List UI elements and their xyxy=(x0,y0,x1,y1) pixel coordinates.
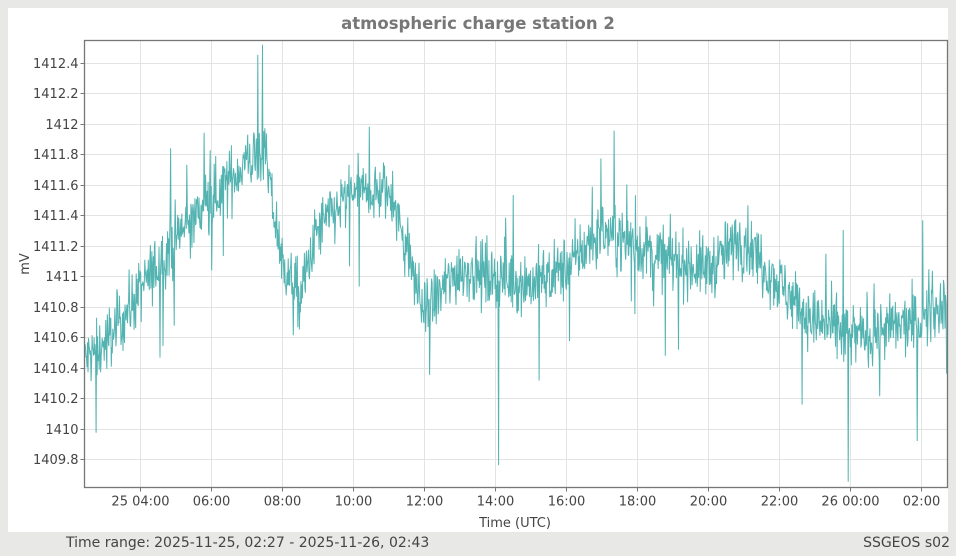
x-tick-label: 14:00 xyxy=(477,495,514,510)
x-tick-label: 06:00 xyxy=(193,495,230,510)
chart-title: atmospheric charge station 2 xyxy=(341,14,615,33)
y-tick-label: 1410 xyxy=(45,423,78,438)
x-tick-label: 10:00 xyxy=(335,495,372,510)
time-range-label: Time range: xyxy=(66,535,151,551)
y-tick-label: 1410.4 xyxy=(33,362,79,377)
time-range-value: 2025-11-25, 02:27 - 2025-11-26, 02:43 xyxy=(154,535,430,551)
x-tick-label: 16:00 xyxy=(548,495,585,510)
grid-lines xyxy=(84,40,948,488)
y-tick-label: 1411.6 xyxy=(33,179,79,194)
station-label: SSGEOS s02 xyxy=(863,535,950,551)
status-bar: Time range: 2025-11-25, 02:27 - 2025-11-2… xyxy=(0,532,956,556)
x-tick-label: 02:00 xyxy=(903,495,940,510)
x-tick-label: 26 00:00 xyxy=(821,495,879,510)
y-tick-label: 1411.4 xyxy=(33,209,79,224)
y-axis-label: mV xyxy=(18,253,33,275)
chart-plot: 1412.4 1412.2 1412 1411.8 1411.6 1411.4 1411.2… xyxy=(18,39,949,531)
y-tick-label: 1410.8 xyxy=(33,301,79,316)
x-tick-label: 25 04:00 xyxy=(111,495,169,510)
data-series-line xyxy=(84,44,948,482)
y-tick-label: 1411.2 xyxy=(33,240,79,255)
x-tick-label: 12:00 xyxy=(406,495,443,510)
y-tick-label: 1411.8 xyxy=(33,148,79,163)
x-axis-label: Time (UTC) xyxy=(478,516,551,531)
y-axis: 1412.4 1412.2 1412 1411.8 1411.6 1411.4 1411.2… xyxy=(33,57,85,468)
y-tick-label: 1411 xyxy=(45,270,78,285)
plot-frame xyxy=(83,39,949,489)
x-tick-label: 20:00 xyxy=(690,495,727,510)
x-tick-label: 22:00 xyxy=(761,495,798,510)
time-range: Time range: 2025-11-25, 02:27 - 2025-11-2… xyxy=(66,535,429,551)
y-tick-label: 1412.4 xyxy=(33,57,79,72)
y-tick-label: 1409.8 xyxy=(33,453,79,468)
x-tick-label: 18:00 xyxy=(619,495,656,510)
x-axis: 25 04:00 06:00 08:00 10:00 12:00 14:00 16:00 18… xyxy=(111,487,940,510)
y-tick-label: 1410.2 xyxy=(33,392,79,407)
y-tick-label: 1412.2 xyxy=(33,87,79,102)
y-tick-label: 1410.6 xyxy=(33,331,79,346)
x-tick-label: 08:00 xyxy=(264,495,301,510)
y-tick-label: 1412 xyxy=(45,118,78,133)
